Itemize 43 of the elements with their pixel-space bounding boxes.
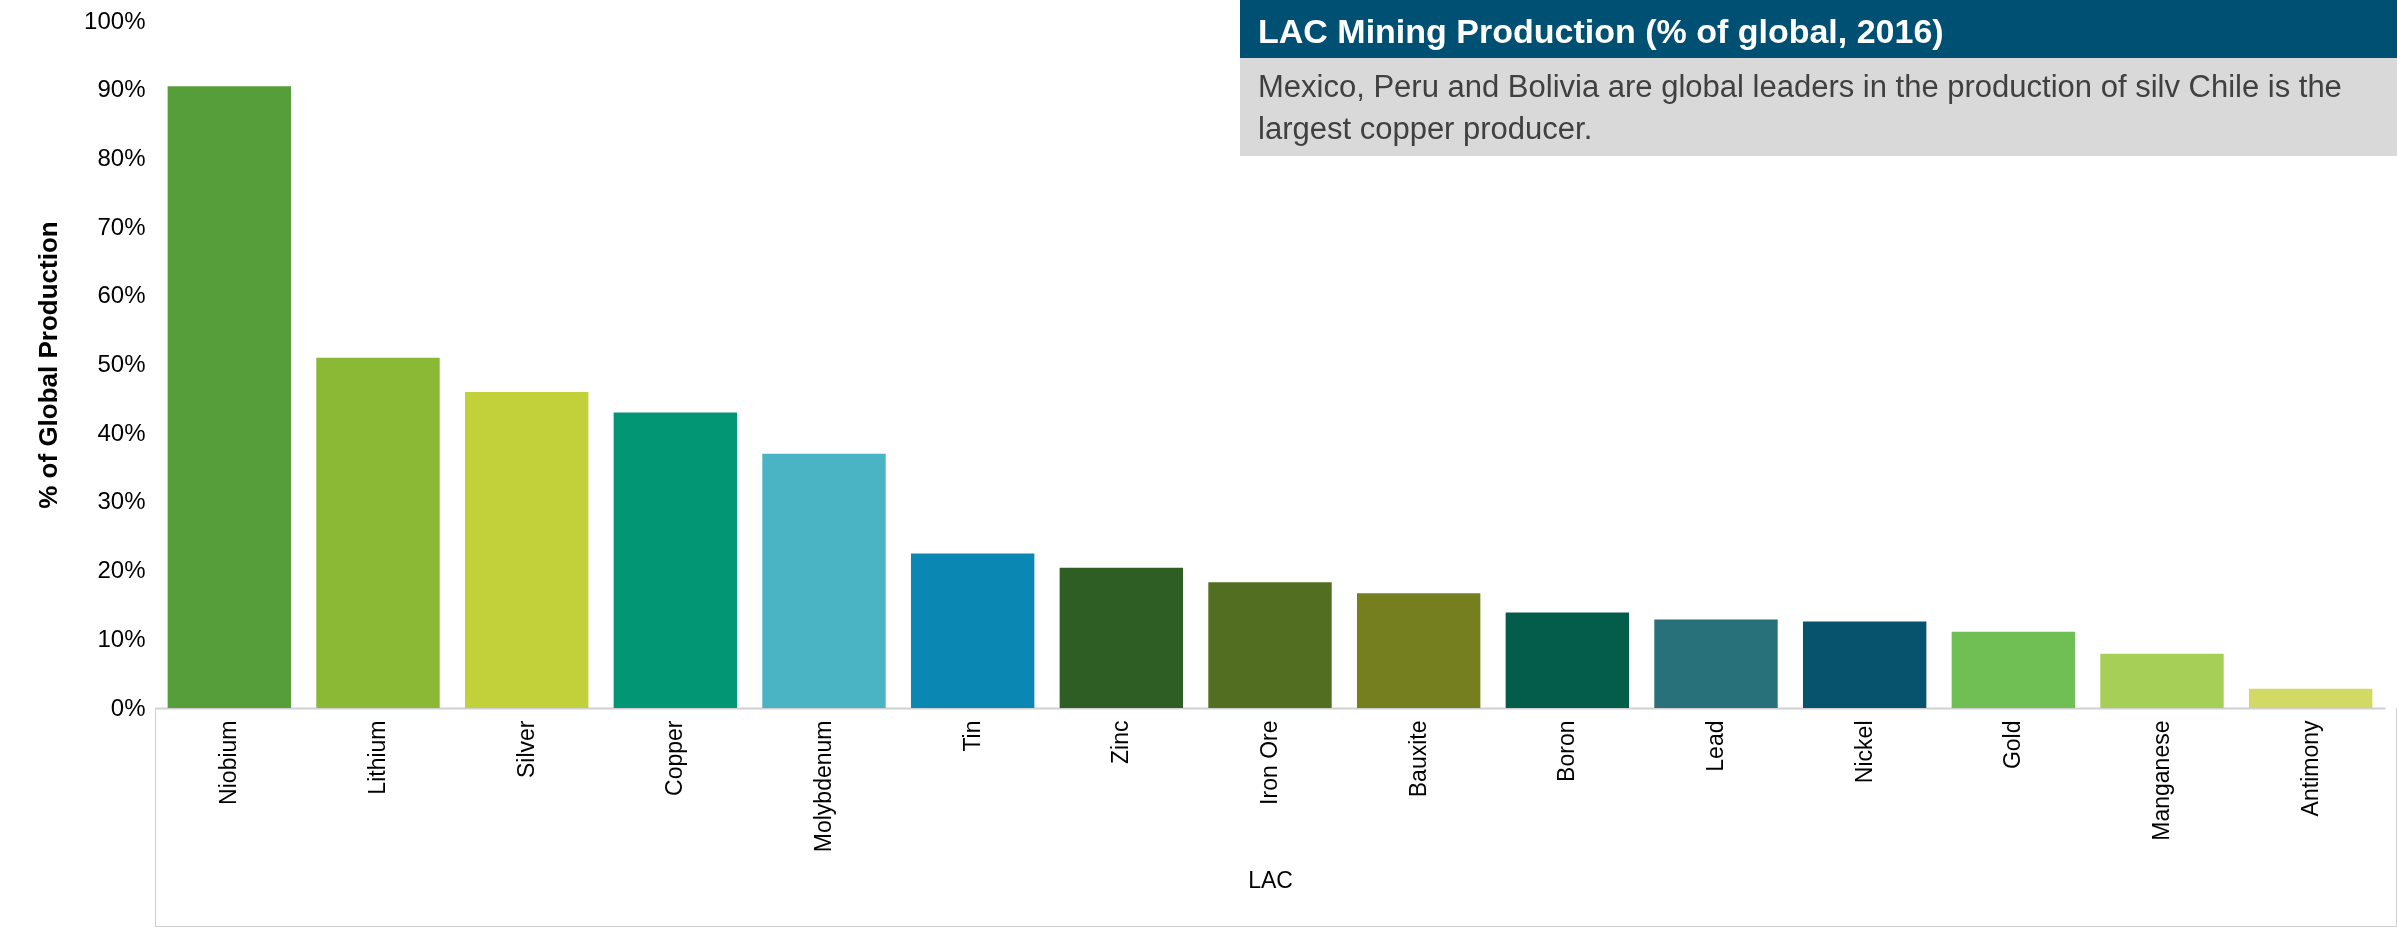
x-tick-label: Nickel [1850, 720, 1877, 784]
bar [910, 553, 1035, 708]
x-tick-label: Antimony [2296, 720, 2323, 817]
y-tick-label: 70% [97, 212, 146, 240]
bar [613, 412, 738, 708]
bar [1505, 612, 1630, 708]
bar [1951, 631, 2076, 708]
bar [316, 357, 440, 708]
y-tick-label: 30% [97, 487, 146, 515]
bar [1059, 567, 1184, 708]
x-axis-title: LAC [1248, 867, 1293, 894]
x-tick-label: Gold [1999, 720, 2026, 770]
y-tick-label: 0% [110, 693, 146, 721]
y-tick-label: 60% [97, 281, 146, 309]
x-tick-label: Boron [1553, 720, 1580, 782]
x-tick-label: Iron Ore [1256, 720, 1282, 805]
x-tick-label: Molybdenum [810, 720, 836, 853]
bar [167, 86, 292, 708]
bar [1208, 582, 1332, 708]
bar [1802, 621, 1927, 708]
bar [1654, 619, 1778, 708]
x-tick-label: Lithium [364, 720, 390, 795]
bar [464, 391, 589, 708]
x-tick-label: Tin [958, 720, 985, 752]
x-tick-label: Lead [1702, 720, 1728, 772]
x-tick-label: Bauxite [1404, 720, 1431, 798]
bar [1356, 593, 1481, 708]
y-tick-label: 20% [97, 556, 146, 584]
x-tick-label: Manganese [2148, 720, 2174, 841]
y-tick-label: 100% [84, 6, 146, 34]
bar [2248, 688, 2373, 708]
y-tick-label: 10% [97, 624, 146, 652]
y-tick-label: 90% [97, 75, 146, 103]
x-tick-label: Niobium [215, 720, 242, 805]
x-tick-label: Copper [661, 720, 688, 796]
y-tick-label: 80% [97, 143, 146, 171]
bar [762, 453, 886, 708]
y-axis-title: % of Global Production [33, 221, 64, 509]
x-tick-label: Zinc [1107, 720, 1134, 764]
y-tick-label: 40% [97, 418, 146, 446]
y-tick-label: 50% [97, 350, 146, 377]
x-tick-label: Silver [512, 720, 539, 779]
bar [2100, 653, 2224, 708]
